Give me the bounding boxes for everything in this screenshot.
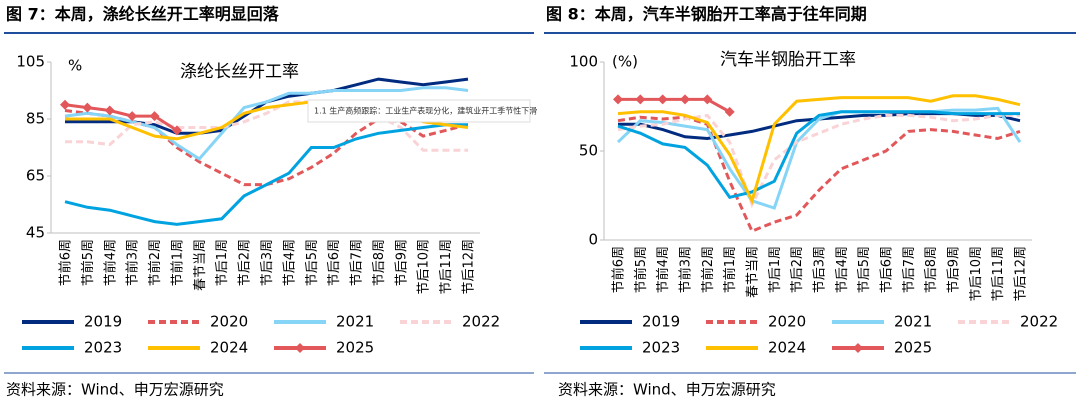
chart-subtitle: 涤纶长丝开工率	[180, 62, 299, 82]
tooltip: 1.1 生产高频跟踪：工业生产表现分化，建筑业开工季节性下滑	[314, 106, 537, 116]
legend-label: 2020	[768, 313, 806, 331]
marker	[635, 94, 646, 105]
x-tick-label: 节后5周	[305, 239, 320, 286]
x-tick-label: 节后6周	[327, 239, 342, 286]
legend-label: 2020	[210, 313, 248, 331]
marker	[613, 94, 623, 105]
legend-label: 2024	[210, 339, 248, 357]
legend-label: 2024	[768, 339, 806, 357]
marker	[171, 125, 182, 136]
legend-label: 2023	[642, 339, 680, 357]
legend-label: 2022	[462, 313, 500, 331]
series-line	[64, 86, 469, 161]
series-line	[617, 94, 1021, 205]
source: 资料来源：Wind、申万宏源研究	[6, 381, 224, 399]
series-line	[617, 110, 1020, 199]
x-tick-label: 节后2周	[790, 246, 805, 293]
legend-label: 2025	[336, 339, 374, 357]
x-tick-label: 节后4周	[835, 246, 850, 293]
x-tick-label: 节后11周	[439, 239, 454, 295]
x-tick-label: 节前1周	[169, 239, 185, 286]
marker	[702, 94, 713, 105]
legend-label: 2021	[336, 313, 374, 331]
x-tick-label: 节前4周	[102, 239, 118, 286]
x-tick-label: 节前2周	[700, 246, 716, 293]
marker	[149, 111, 160, 122]
x-tick-label: 节前5周	[80, 239, 96, 286]
x-tick-label: 春节当周	[193, 239, 208, 291]
x-tick-label: 节前6周	[58, 239, 74, 286]
x-tick-label: 节后12周	[462, 239, 477, 295]
legend-label: 2025	[894, 339, 932, 357]
marker	[104, 105, 115, 116]
x-tick-label: 节前6周	[611, 246, 627, 293]
marker	[127, 111, 138, 122]
x-tick-label: 节前1周	[722, 246, 738, 293]
legend-label: 2019	[84, 313, 122, 331]
x-tick-label: 节后10周	[417, 239, 432, 295]
figure-title: 图 8：本周，汽车半钢胎开工率高于往年同期	[546, 5, 867, 24]
y-tick-label: 65	[26, 167, 45, 185]
x-tick-label: 节后11周	[991, 246, 1006, 302]
x-tick-label: 节后8周	[372, 239, 387, 286]
legend-label: 2023	[84, 339, 122, 357]
x-tick-label: 节后3周	[260, 239, 275, 286]
x-tick-label: 节前3周	[125, 239, 141, 286]
y-tick-label: 50	[579, 142, 598, 160]
marker	[680, 94, 690, 105]
series-line	[64, 123, 468, 226]
y-tick-label: 0	[588, 231, 598, 249]
y-unit: %	[68, 57, 82, 75]
y-tick-label: 45	[26, 224, 45, 242]
series-line	[617, 115, 1021, 234]
x-tick-label: 节后1周	[215, 239, 230, 286]
x-tick-label: 节前4周	[655, 246, 671, 293]
marker	[60, 99, 70, 110]
x-tick-label: 节后7周	[902, 246, 917, 293]
tooltip-box	[307, 99, 531, 123]
x-tick-label: 节后5周	[857, 246, 872, 293]
x-tick-label: 节后4周	[282, 239, 297, 286]
x-tick-label: 节后9周	[947, 246, 962, 293]
x-tick-label: 节后2周	[238, 239, 253, 286]
series-line	[618, 97, 731, 114]
source: 资料来源：Wind、申万宏源研究	[558, 381, 776, 399]
marker	[724, 106, 735, 117]
figure-title: 图 7：本周，涤纶长丝开工率明显回落	[6, 5, 280, 24]
legend-label: 2021	[894, 313, 932, 331]
x-tick-label: 节前3周	[678, 246, 694, 293]
marker	[657, 94, 668, 105]
x-tick-label: 节后6周	[880, 246, 895, 293]
x-tick-label: 节后9周	[394, 239, 409, 286]
y-tick-label: 100	[569, 53, 598, 71]
y-tick-label: 105	[16, 53, 45, 71]
legend-marker	[853, 343, 863, 353]
x-tick-label: 节后1周	[768, 246, 783, 293]
x-tick-label: 节后10周	[969, 246, 984, 302]
x-tick-label: 节后12周	[1014, 246, 1029, 302]
legend-label: 2022	[1020, 313, 1058, 331]
y-unit: (%)	[612, 53, 638, 71]
marker	[82, 102, 93, 113]
x-tick-label: 节前5周	[633, 246, 649, 293]
x-tick-label: 节前2周	[147, 239, 163, 286]
x-tick-label: 节后7周	[350, 239, 365, 286]
legend-label: 2019	[642, 313, 680, 331]
legend-marker	[295, 343, 305, 353]
x-tick-label: 春节当周	[746, 246, 761, 298]
series-line	[616, 106, 1022, 210]
y-tick-label: 85	[26, 110, 45, 128]
x-tick-label: 节后3周	[813, 246, 828, 293]
series-line	[617, 113, 1020, 209]
series-line	[65, 100, 468, 152]
chart-subtitle: 汽车半钢胎开工率	[720, 50, 856, 70]
x-tick-label: 节后8周	[924, 246, 939, 293]
